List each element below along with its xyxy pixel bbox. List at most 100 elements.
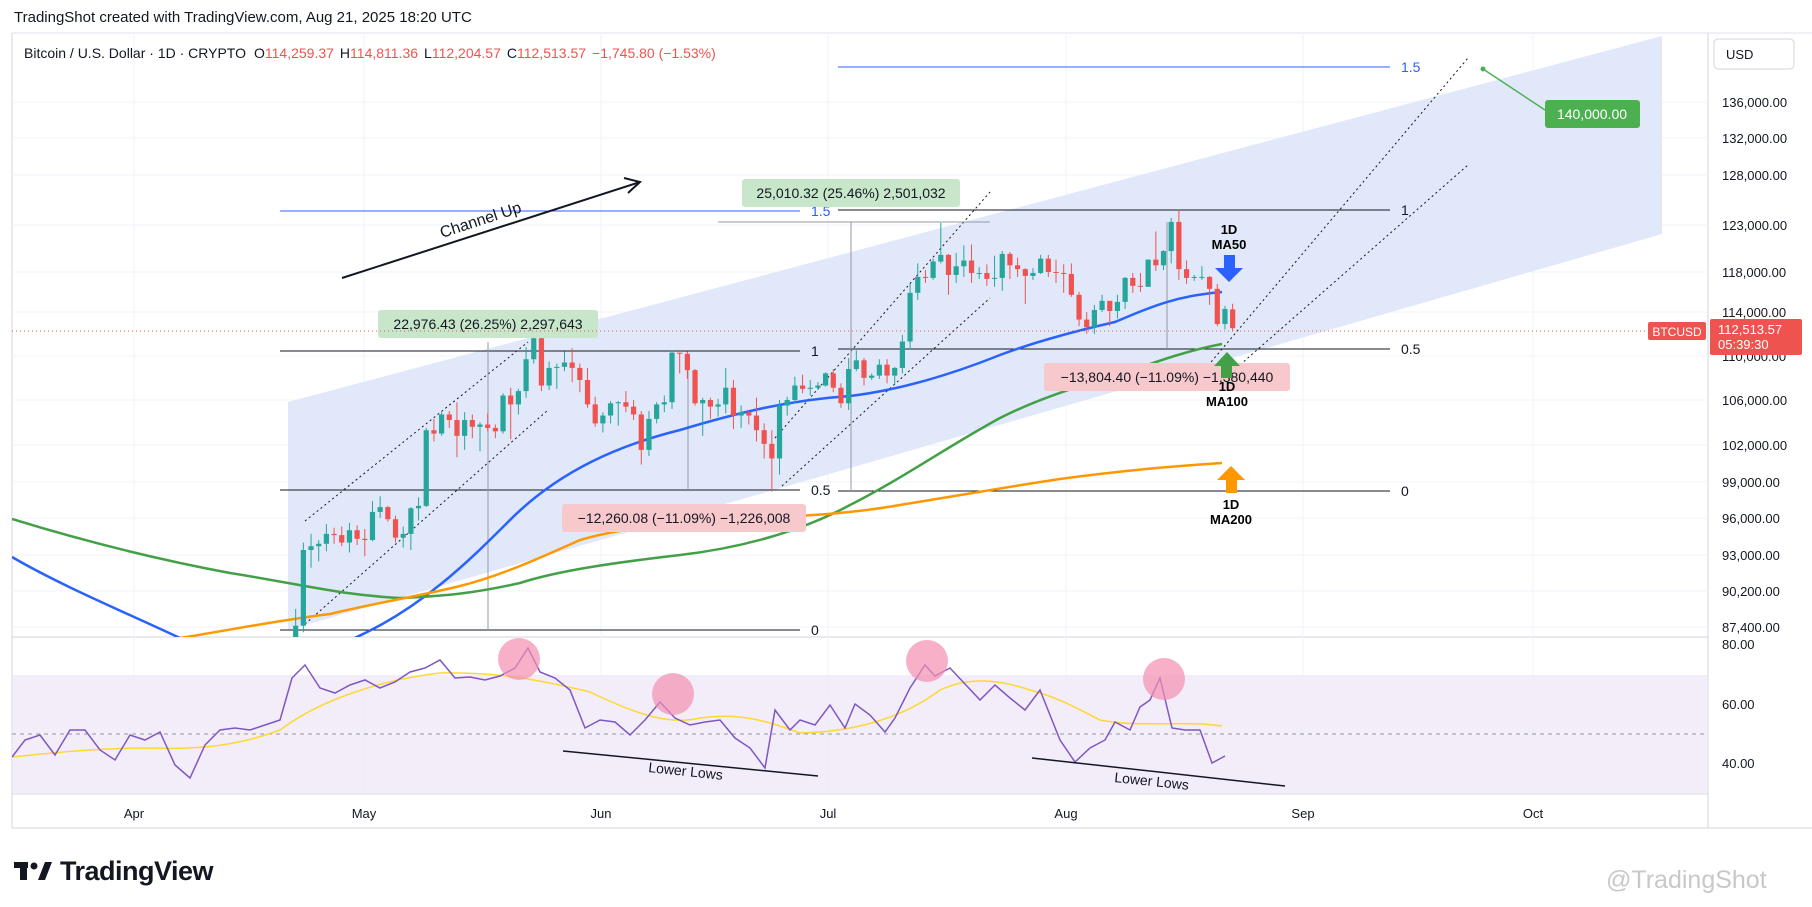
candle[interactable] — [561, 351, 568, 372]
candle[interactable] — [531, 333, 537, 364]
candle[interactable] — [362, 528, 368, 557]
candle[interactable] — [792, 376, 798, 404]
candle[interactable] — [400, 526, 406, 548]
candle[interactable] — [776, 400, 783, 475]
candle[interactable] — [1122, 276, 1128, 309]
candle[interactable] — [1045, 254, 1051, 277]
candle[interactable] — [869, 373, 875, 380]
candle[interactable] — [769, 430, 775, 492]
candle[interactable] — [1022, 268, 1028, 304]
candle[interactable] — [392, 515, 399, 543]
candle[interactable] — [1107, 300, 1113, 327]
candle[interactable] — [930, 258, 936, 280]
tradingview-brand[interactable]: TradingView — [14, 853, 214, 889]
candle[interactable] — [615, 401, 621, 426]
candle[interactable] — [846, 358, 852, 410]
candle[interactable] — [415, 497, 422, 521]
candle[interactable] — [1214, 283, 1220, 327]
candle[interactable] — [1076, 291, 1082, 327]
candle[interactable] — [1222, 305, 1228, 330]
candle[interactable] — [1114, 294, 1121, 319]
candle[interactable] — [807, 379, 813, 396]
candle[interactable] — [700, 397, 706, 436]
candle[interactable] — [1099, 294, 1105, 312]
candle[interactable] — [945, 253, 952, 295]
candle[interactable] — [1183, 260, 1190, 284]
candle[interactable] — [922, 270, 929, 283]
candle[interactable] — [838, 383, 844, 408]
candle[interactable] — [1207, 275, 1213, 305]
candle[interactable] — [377, 496, 383, 518]
candle[interactable] — [538, 334, 545, 392]
candle[interactable] — [853, 350, 859, 372]
candle[interactable] — [984, 264, 990, 286]
candle[interactable] — [285, 652, 290, 672]
candle[interactable] — [861, 358, 867, 386]
candle[interactable] — [408, 507, 414, 550]
candlestick-series[interactable] — [285, 209, 1236, 673]
candle[interactable] — [884, 359, 890, 384]
candle[interactable] — [915, 263, 921, 300]
candle[interactable] — [1038, 254, 1044, 274]
candle[interactable] — [431, 418, 437, 442]
candle[interactable] — [454, 402, 460, 458]
candle[interactable] — [1191, 274, 1197, 281]
candle[interactable] — [907, 283, 913, 350]
candle[interactable] — [1091, 304, 1097, 334]
candle[interactable] — [293, 608, 299, 662]
candle[interactable] — [607, 401, 614, 424]
candle[interactable] — [692, 369, 698, 406]
candle[interactable] — [976, 267, 982, 279]
candle[interactable] — [584, 367, 591, 408]
candle[interactable] — [892, 366, 898, 385]
candle[interactable] — [623, 391, 629, 413]
candle[interactable] — [346, 522, 353, 553]
candle[interactable] — [446, 411, 452, 428]
candle[interactable] — [1153, 231, 1159, 272]
candle[interactable] — [462, 412, 468, 450]
candle[interactable] — [723, 367, 729, 414]
candle[interactable] — [1084, 312, 1090, 334]
candle[interactable] — [439, 412, 445, 436]
candle[interactable] — [815, 382, 821, 390]
candle[interactable] — [1145, 259, 1151, 287]
candle[interactable] — [323, 524, 329, 552]
candle[interactable] — [508, 387, 514, 440]
candle[interactable] — [308, 533, 314, 568]
candle[interactable] — [546, 361, 552, 390]
candle[interactable] — [968, 244, 975, 283]
candle[interactable] — [1061, 264, 1067, 293]
candle[interactable] — [684, 351, 690, 379]
candle[interactable] — [515, 388, 521, 415]
candle[interactable] — [354, 525, 360, 546]
candle[interactable] — [331, 527, 337, 544]
candle[interactable] — [485, 413, 491, 432]
candle[interactable] — [316, 540, 322, 562]
candle[interactable] — [1230, 303, 1236, 332]
candle[interactable] — [799, 374, 806, 394]
candle[interactable] — [1030, 268, 1036, 280]
candle[interactable] — [899, 334, 905, 374]
candle[interactable] — [753, 397, 760, 442]
candle[interactable] — [1130, 272, 1136, 293]
candle[interactable] — [385, 505, 391, 522]
currency-button[interactable] — [1713, 38, 1795, 70]
target-callout[interactable]: 140,000.00 — [1480, 66, 1641, 129]
candle[interactable] — [953, 252, 959, 283]
price-axis[interactable]: USD 136,000.00 132,000.00 128,000.00 123… — [1648, 38, 1802, 771]
candle[interactable] — [577, 363, 583, 393]
candle[interactable] — [600, 412, 606, 433]
candle[interactable] — [631, 400, 637, 421]
candle[interactable] — [784, 396, 790, 416]
candle[interactable] — [661, 395, 667, 413]
candle[interactable] — [730, 379, 737, 430]
candle[interactable] — [715, 398, 721, 417]
candle[interactable] — [876, 359, 882, 379]
candle[interactable] — [1015, 257, 1021, 277]
candle[interactable] — [1176, 209, 1182, 280]
candle[interactable] — [1137, 272, 1144, 292]
candle[interactable] — [1168, 217, 1174, 264]
candle[interactable] — [469, 414, 475, 439]
candle[interactable] — [738, 405, 744, 428]
candle[interactable] — [677, 352, 683, 374]
